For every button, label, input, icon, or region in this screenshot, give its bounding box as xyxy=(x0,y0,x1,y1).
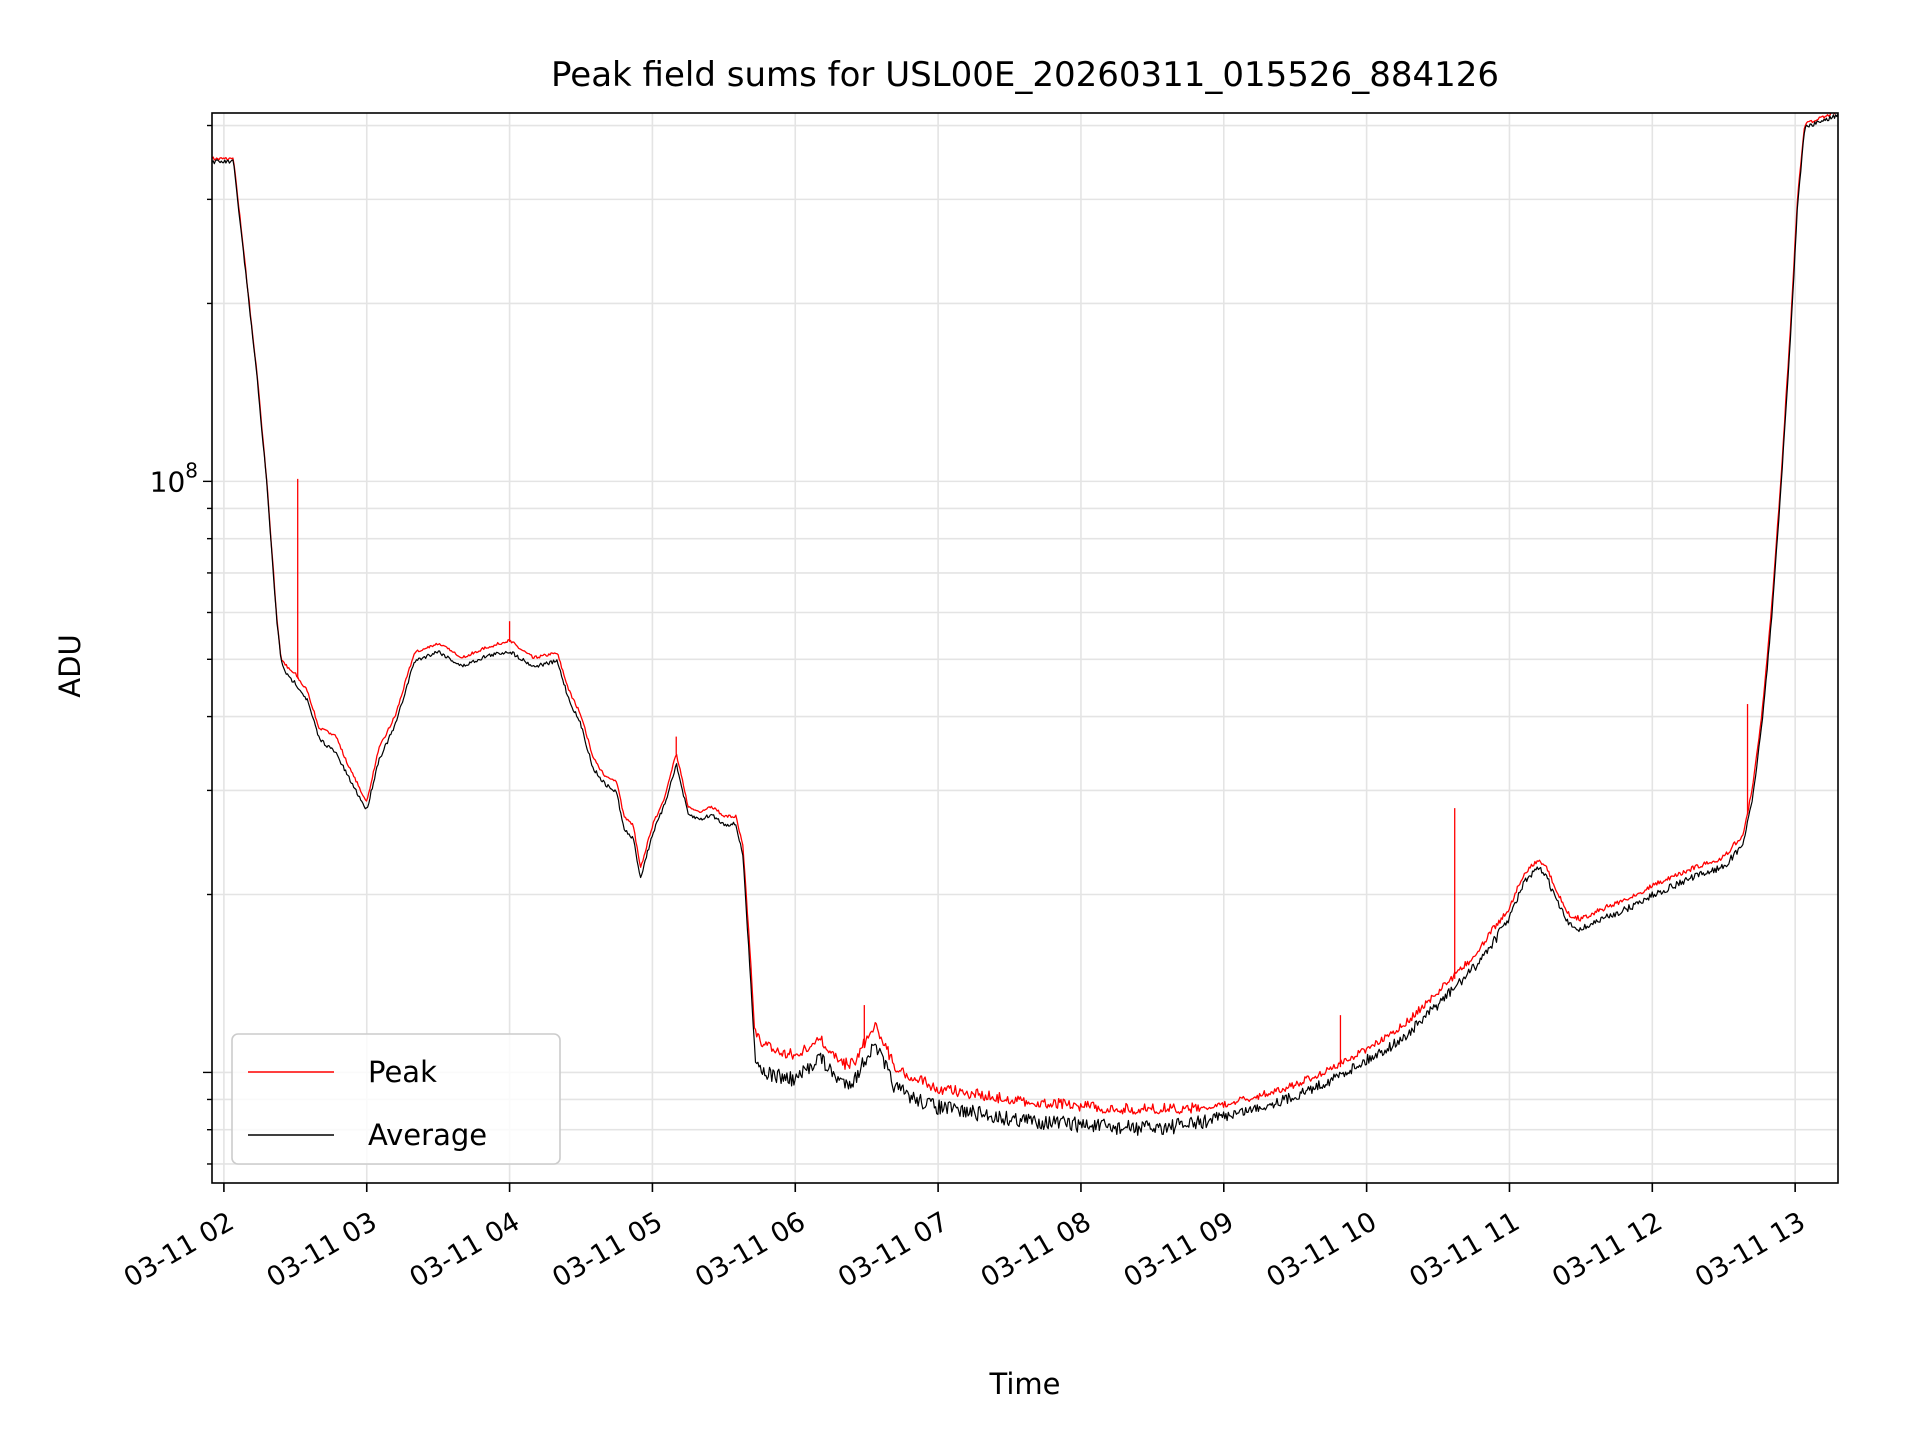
legend: Peak Average xyxy=(231,1033,561,1165)
series-line-average xyxy=(212,113,1838,1136)
series-line-peak xyxy=(212,113,1838,1115)
x-axis-label: Time xyxy=(989,1367,1061,1401)
legend-label: Peak xyxy=(368,1055,437,1089)
y-tick-label: 108 xyxy=(150,458,198,498)
y-axis-label: ADU xyxy=(53,634,87,697)
axes-frame xyxy=(211,112,1839,1184)
chart-title: Peak field sums for USL00E_20260311_0155… xyxy=(551,55,1499,95)
plot-area xyxy=(212,113,1838,1136)
grid xyxy=(212,113,1838,1183)
legend-label: Average xyxy=(368,1118,487,1152)
legend-box xyxy=(231,1033,561,1165)
